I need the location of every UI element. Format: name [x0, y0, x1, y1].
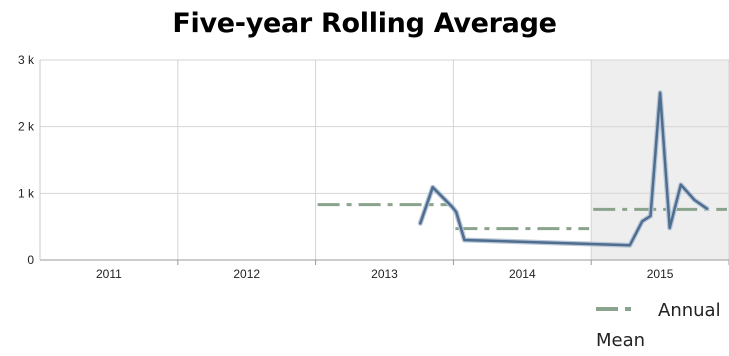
rolling-average-line [419, 91, 709, 247]
y-tick-label: 2 k [18, 120, 35, 134]
x-tick-label: 2013 [371, 267, 398, 281]
y-tick-label: 3 k [18, 53, 35, 67]
chart-title: Five-year Rolling Average [172, 8, 557, 39]
y-tick-label: 0 [27, 253, 34, 267]
highlight-band [591, 60, 729, 260]
legend-swatch-annual-mean [596, 307, 631, 311]
legend-label-annual-mean: Annual Mean [596, 300, 721, 351]
x-tick-label: 2015 [647, 267, 674, 281]
legend: Annual Mean [596, 296, 726, 356]
x-tick-label: 2012 [233, 267, 260, 281]
x-tick-label: 2011 [96, 267, 122, 281]
chart-area: 0 1 k 2 k 3 k 2011 2012 2013 2014 2015 [18, 53, 729, 281]
x-tick-label: 2014 [509, 267, 536, 281]
y-tick-label: 1 k [18, 186, 35, 200]
